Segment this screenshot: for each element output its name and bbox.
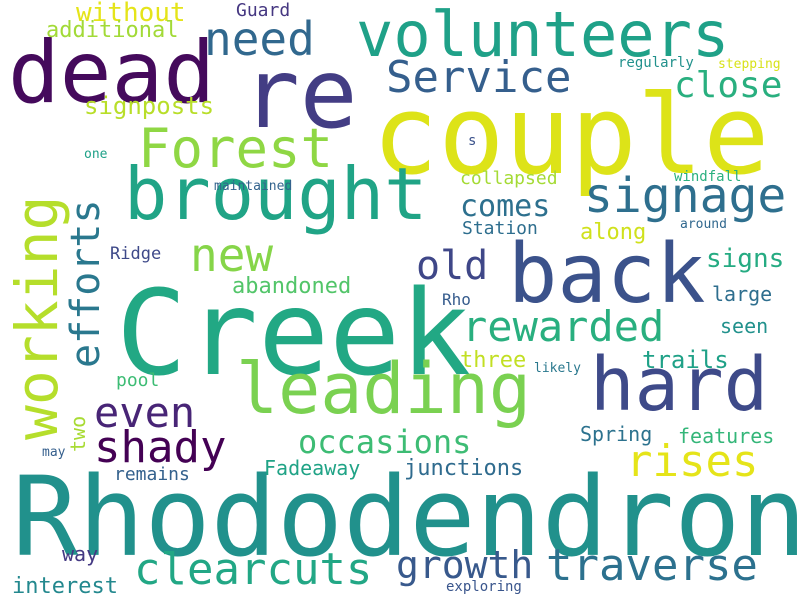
word-signage: signage	[584, 168, 787, 224]
word-even: even	[94, 388, 196, 437]
word-around: around	[680, 217, 727, 232]
word-old: old	[416, 243, 489, 289]
word-s: s	[468, 133, 477, 149]
word-maintained: maintained	[214, 179, 293, 194]
word-efforts: efforts	[63, 199, 109, 368]
word-may: may	[42, 445, 66, 460]
word-way: way	[62, 542, 99, 566]
word-likely: likely	[534, 361, 581, 376]
word-large: large	[712, 282, 773, 306]
word-traverse: traverse	[546, 540, 758, 591]
word-junctions: junctions	[404, 456, 524, 481]
word-fadeaway: Fadeaway	[264, 456, 361, 480]
word-clearcuts: clearcuts	[134, 544, 373, 595]
word-forest: Forest	[138, 117, 334, 180]
word-additional: additional	[46, 18, 179, 43]
word-occasions: occasions	[298, 423, 472, 461]
word-rises: rises	[626, 436, 759, 487]
word-seen: seen	[720, 314, 769, 338]
word-three: three	[460, 348, 527, 373]
word-spring: Spring	[580, 422, 653, 446]
word-remains: remains	[114, 464, 190, 485]
word-exploring: exploring	[446, 579, 522, 595]
word-service: Service	[386, 52, 572, 103]
word-rewarded: rewarded	[462, 302, 665, 351]
word-signposts: signposts	[84, 92, 215, 120]
word-one: one	[84, 147, 108, 162]
word-close: close	[674, 65, 783, 106]
word-shady: shady	[94, 422, 227, 473]
word-station: Station	[462, 218, 538, 239]
word-couple: couple	[372, 71, 770, 199]
word-growth: growth	[396, 543, 534, 587]
word-working: working	[3, 195, 71, 440]
word-volunteers: volunteers	[356, 0, 730, 71]
word-regularly: regularly	[618, 55, 694, 71]
word-features: features	[678, 424, 775, 448]
word-pool: pool	[116, 370, 160, 391]
word-back: back	[508, 227, 706, 322]
word-rhododendron: Rhododendron	[12, 453, 800, 581]
word-signs: signs	[706, 244, 785, 274]
word-trails: trails	[642, 346, 729, 374]
word-brought: brought	[124, 152, 428, 236]
word-leading: leading	[236, 348, 532, 430]
word-windfall: windfall	[674, 169, 742, 185]
word-rho: Rho	[442, 290, 471, 309]
word-creek: Creek	[116, 264, 472, 402]
word-re: re	[242, 38, 358, 150]
word-guard: Guard	[236, 0, 291, 21]
word-new: new	[190, 228, 274, 282]
word-collapsed: collapsed	[460, 168, 558, 189]
word-along: along	[580, 220, 647, 245]
word-comes: comes	[460, 189, 551, 224]
word-without: without	[76, 0, 186, 28]
word-two: two	[66, 415, 90, 452]
word-ridge: Ridge	[110, 244, 162, 264]
word-interest: interest	[12, 574, 118, 599]
word-need: need	[204, 12, 315, 66]
word-stepping: stepping	[718, 57, 781, 72]
word-abandoned: abandoned	[232, 274, 352, 299]
word-hard: hard	[590, 342, 769, 428]
word-dead: dead	[8, 23, 216, 123]
